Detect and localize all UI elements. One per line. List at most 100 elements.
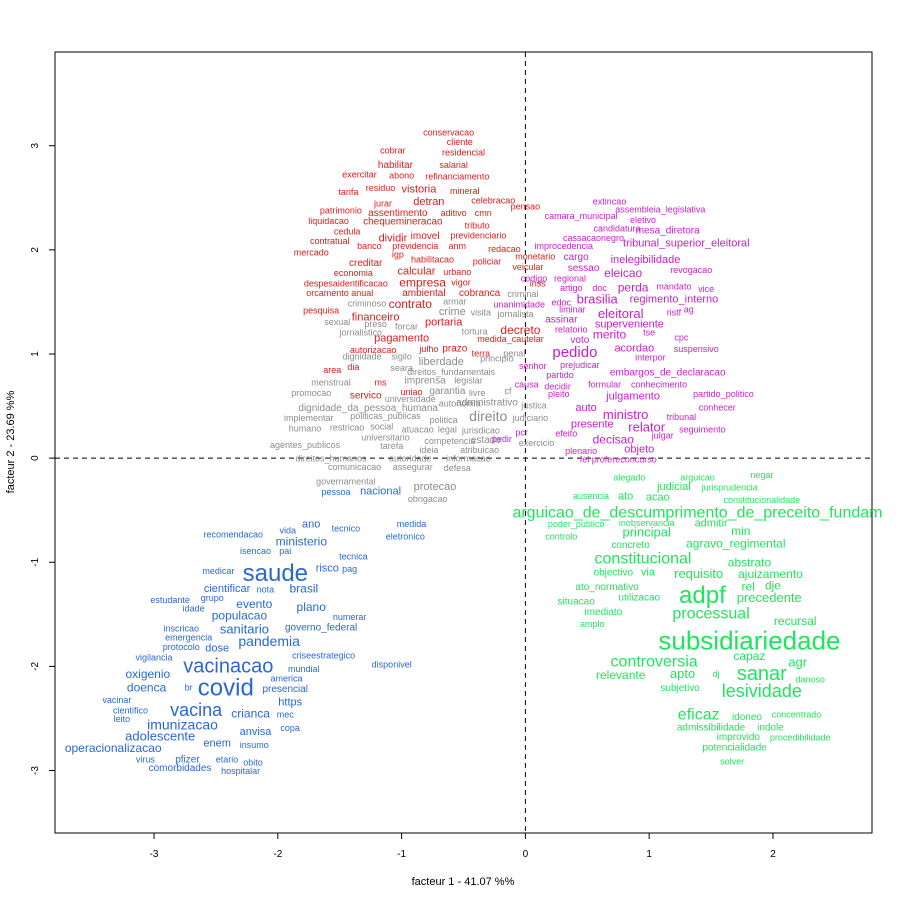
word-label: chequemineracao [363, 216, 443, 227]
word-label: medicar [202, 566, 234, 576]
word-label: populacao [212, 609, 268, 623]
word-label: partido_politico [693, 389, 754, 399]
word-label: humano [289, 423, 322, 433]
word-label: constitucional [595, 550, 692, 567]
word-label: urbano [443, 267, 471, 277]
word-label: liquidacao [308, 216, 349, 226]
word-label: tributo [465, 220, 490, 230]
word-label: eleitoral [598, 306, 644, 321]
word-label: vida [279, 525, 296, 535]
word-label: seara [390, 363, 413, 373]
word-label: politicas_publicas [350, 411, 421, 421]
word-label: utilizacao [618, 592, 660, 603]
word-label: ato [618, 491, 633, 503]
word-label: mineral [450, 186, 480, 196]
word-label: inscricao [164, 623, 200, 633]
word-label: armar [443, 296, 467, 306]
word-label: obrigacao [408, 494, 448, 504]
word-label: capaz [733, 649, 765, 663]
word-label: poder_publico [548, 519, 605, 529]
word-label: suspensivo [674, 344, 719, 354]
y-tick-label: 2 [30, 247, 41, 253]
word-label: igp [392, 249, 404, 259]
word-label: presente [571, 419, 614, 431]
word-label: imunizacao [147, 716, 218, 732]
word-label: adolescente [125, 729, 195, 744]
word-label: celebracao [471, 195, 515, 205]
word-label: imediato [584, 607, 622, 618]
word-label: amplo [580, 619, 605, 629]
word-label: senhor [519, 361, 547, 371]
word-label: protocolo [163, 642, 200, 652]
word-label: restricao [330, 422, 365, 432]
word-label: numerar [333, 612, 367, 622]
word-label: direito [469, 408, 507, 424]
word-label: autoridade [389, 454, 432, 464]
word-label: saude [243, 560, 308, 587]
word-label: agravo_regimental [686, 537, 785, 551]
word-label: habilitacao [411, 255, 454, 265]
word-label: jornalista [496, 309, 533, 319]
word-label: despesaidentificacao [304, 279, 388, 289]
word-label: inobservancia [619, 518, 675, 528]
word-label: governo_federal [285, 622, 357, 633]
word-label: partido [546, 370, 574, 380]
word-label: cliente [447, 137, 473, 147]
word-label: codigo [521, 273, 548, 283]
word-label: decidir [544, 382, 571, 392]
word-label: tortura [462, 326, 488, 336]
word-label: mundial [288, 664, 320, 674]
word-label: comunicacao [328, 462, 381, 472]
word-label: objeto [624, 444, 654, 456]
word-label: hospitalar [221, 766, 260, 776]
word-label: ano [302, 519, 320, 531]
word-label: controlo [545, 532, 577, 542]
x-axis-title: facteur 1 - 41.07 %% [412, 876, 515, 888]
word-label: salarial [439, 160, 468, 170]
word-label: oxigenio [125, 667, 170, 681]
word-label: assegurar [393, 462, 433, 472]
word-label: legal [438, 424, 457, 434]
y-tick-label: -3 [30, 766, 41, 775]
word-label: direitos_humanos [296, 454, 368, 464]
word-label: pai [279, 546, 291, 556]
word-label: acao [646, 492, 670, 504]
word-label: interpor [635, 353, 666, 363]
word-label: pagamento [374, 332, 429, 344]
word-label: virus [136, 754, 156, 764]
word-label: covid [198, 675, 254, 702]
word-label: recomendacao [203, 530, 263, 540]
word-label: patrimonio [320, 206, 362, 216]
word-label: precedente [737, 590, 802, 605]
word-label: cientificar [204, 583, 251, 595]
word-label: principio [480, 354, 514, 364]
word-label: ministro [603, 407, 649, 422]
word-label: tarefa [380, 441, 403, 451]
word-label: contratual [310, 236, 350, 246]
word-label: criminoso [348, 298, 387, 308]
word-label: idoneo [732, 712, 762, 723]
word-label: eficaz [678, 707, 720, 724]
word-label: extincao [593, 196, 627, 206]
word-label: sanitario [220, 621, 269, 636]
word-label: disponivel [372, 660, 412, 670]
word-label: subsidiariedade [658, 625, 840, 655]
word-label: mec [277, 710, 295, 720]
word-label: julho [418, 344, 438, 354]
word-label: dividir [379, 232, 408, 244]
word-label: embargos_de_declaracao [610, 367, 726, 378]
word-label: exercitar [342, 169, 377, 179]
word-label: autonomia [439, 398, 481, 408]
word-label: requisito [674, 566, 723, 581]
word-label: auto [575, 402, 596, 414]
word-label: tecnica [339, 551, 368, 561]
y-tick-label: -1 [30, 557, 41, 566]
word-label: america [270, 673, 302, 683]
word-label: obito [243, 758, 263, 768]
word-label: cpc [674, 333, 689, 343]
word-label: apto [670, 666, 695, 681]
word-label: pleito [548, 389, 570, 399]
plot-frame [54, 51, 873, 834]
word-label: vigilancia [136, 652, 173, 662]
